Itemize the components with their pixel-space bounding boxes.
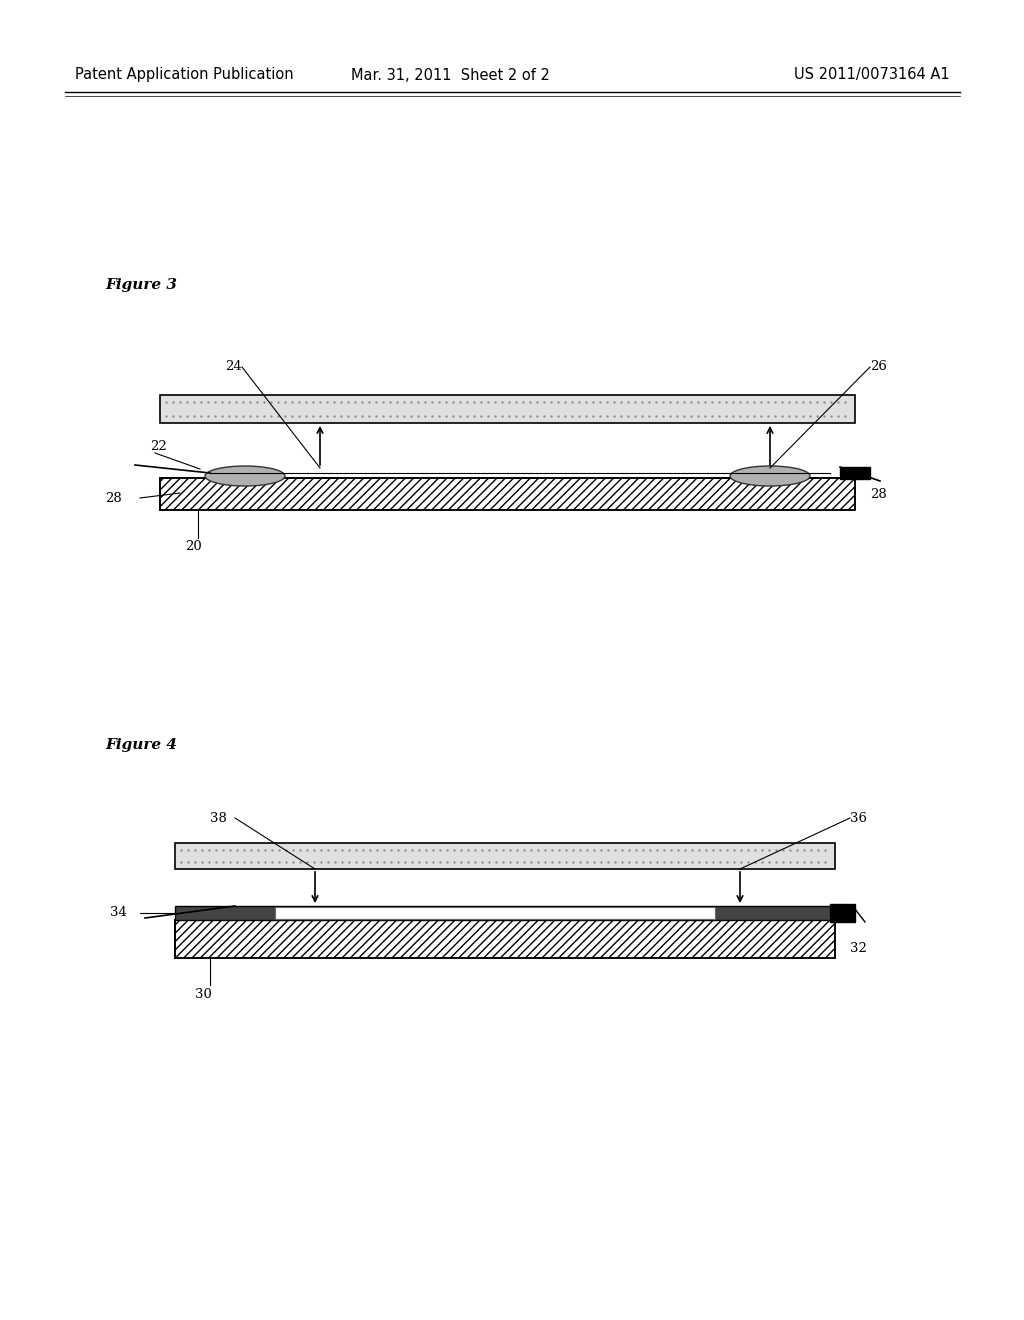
Bar bbox=[160, 478, 855, 510]
Text: Patent Application Publication: Patent Application Publication bbox=[75, 67, 294, 82]
Bar bbox=[830, 904, 855, 921]
Bar bbox=[175, 843, 835, 869]
Text: 30: 30 bbox=[195, 989, 212, 1002]
Text: 20: 20 bbox=[185, 540, 202, 553]
Bar bbox=[160, 395, 855, 422]
Bar bbox=[160, 478, 855, 510]
Bar bbox=[275, 907, 715, 919]
Bar bbox=[160, 395, 855, 422]
Bar bbox=[175, 906, 835, 920]
Bar bbox=[175, 920, 835, 958]
Text: 28: 28 bbox=[870, 487, 887, 500]
Text: 32: 32 bbox=[850, 941, 867, 954]
Text: Figure 3: Figure 3 bbox=[105, 279, 177, 292]
Text: US 2011/0073164 A1: US 2011/0073164 A1 bbox=[795, 67, 950, 82]
Bar bbox=[840, 467, 870, 479]
Text: 36: 36 bbox=[850, 812, 867, 825]
Text: 34: 34 bbox=[110, 907, 127, 920]
Text: 38: 38 bbox=[210, 812, 227, 825]
Text: Figure 4: Figure 4 bbox=[105, 738, 177, 752]
Bar bbox=[175, 843, 835, 869]
Ellipse shape bbox=[205, 466, 285, 486]
Text: 22: 22 bbox=[150, 440, 167, 453]
Text: Mar. 31, 2011  Sheet 2 of 2: Mar. 31, 2011 Sheet 2 of 2 bbox=[350, 67, 550, 82]
Text: 28: 28 bbox=[105, 491, 122, 504]
Text: 26: 26 bbox=[870, 360, 887, 374]
Text: 24: 24 bbox=[225, 360, 242, 374]
Bar bbox=[175, 920, 835, 958]
Ellipse shape bbox=[730, 466, 810, 486]
